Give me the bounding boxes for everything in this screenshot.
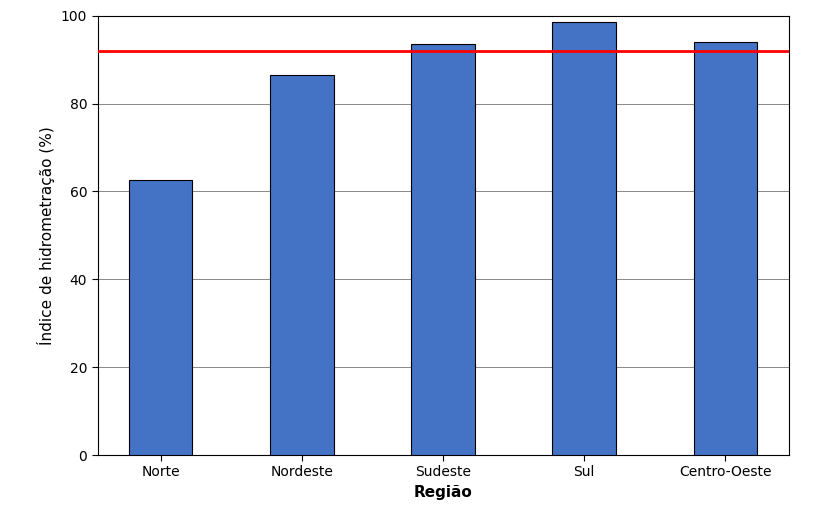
X-axis label: Região: Região	[414, 485, 472, 500]
Bar	[270, 75, 333, 455]
Bar	[411, 44, 475, 455]
Y-axis label: Índice de hidrometração (%): Índice de hidrometração (%)	[37, 126, 55, 345]
Bar	[129, 180, 193, 455]
Bar	[693, 42, 757, 455]
Bar	[553, 22, 616, 455]
